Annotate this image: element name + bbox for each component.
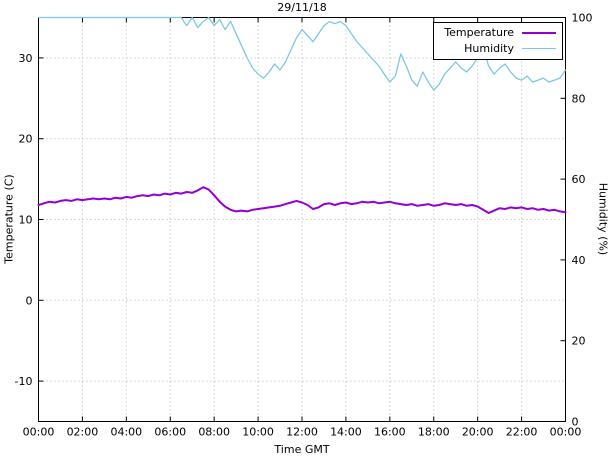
x-tick-label: 22:00 — [506, 426, 538, 439]
y-right-tick-label: 100 — [572, 12, 593, 25]
temperature-line — [37, 186, 567, 214]
legend-item-temperature: Temperature — [444, 26, 556, 39]
x-tick-label: 18:00 — [418, 426, 450, 439]
legend-label-humidity: Humidity — [464, 42, 514, 55]
y-left-tick-label: 30 — [19, 52, 33, 65]
y-right-tick-label: 0 — [572, 416, 579, 429]
y-left-tick-label: -10 — [15, 375, 33, 388]
x-tick-label: 00:00 — [550, 426, 582, 439]
y-left-tick-label: 10 — [19, 214, 33, 227]
x-tick-label: 12:00 — [286, 426, 318, 439]
y-left-tick-label: 20 — [19, 133, 33, 146]
y-right-tick-label: 40 — [572, 254, 586, 267]
legend: Temperature Humidity — [433, 22, 563, 60]
legend-item-humidity: Humidity — [444, 42, 556, 55]
x-tick-label: 14:00 — [330, 426, 362, 439]
chart-title: 29/11/18 — [277, 1, 327, 14]
y-right-tick-label: 80 — [572, 92, 586, 105]
y-right-tick-label: 60 — [572, 173, 586, 186]
y-right-tick-label: 20 — [572, 335, 586, 348]
x-tick-label: 08:00 — [198, 426, 230, 439]
x-tick-label: 10:00 — [242, 426, 274, 439]
x-axis-label: Time GMT — [274, 443, 330, 456]
x-tick-label: 16:00 — [374, 426, 406, 439]
x-tick-label: 00:00 — [23, 426, 55, 439]
legend-line-sample-humidity — [522, 47, 556, 50]
legend-line-sample-temperature — [522, 31, 556, 34]
y-left-tick-label: 0 — [26, 294, 33, 307]
legend-label-temperature: Temperature — [444, 26, 514, 39]
x-tick-label: 06:00 — [154, 426, 186, 439]
x-tick-label: 02:00 — [67, 426, 99, 439]
x-tick-label: 04:00 — [110, 426, 142, 439]
x-tick-label: 20:00 — [462, 426, 494, 439]
